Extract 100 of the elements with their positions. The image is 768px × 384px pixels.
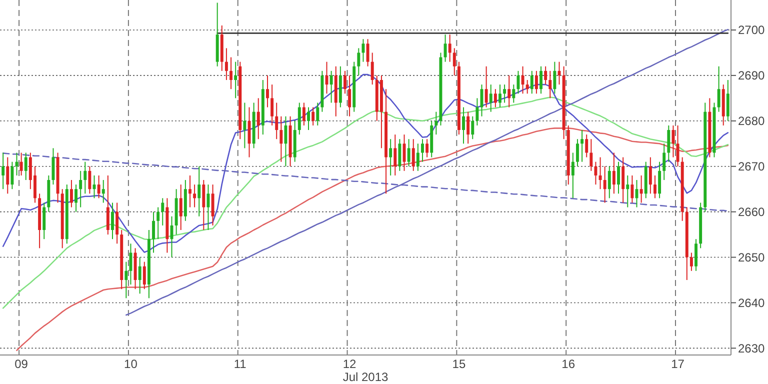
x-tick-label: 16 (562, 357, 576, 371)
candlestick (726, 80, 730, 122)
candlestick (243, 102, 246, 149)
x-tick-label: 10 (124, 357, 138, 371)
candlestick (129, 243, 132, 286)
candlestick (540, 66, 542, 94)
x-axis-title: Jul 2013 (342, 370, 389, 384)
candlestick (270, 84, 274, 126)
candlestick (516, 70, 520, 94)
candlestick (694, 238, 698, 272)
x-tick-label: 17 (671, 357, 685, 371)
y-tick-label: 2690 (738, 68, 766, 83)
x-tick-label: 09 (14, 357, 28, 371)
candlestick (298, 102, 301, 136)
candlestick (284, 116, 288, 167)
candlestick (206, 184, 210, 230)
candlestick (42, 202, 46, 240)
candlestick (116, 202, 119, 244)
candlestick (530, 70, 534, 94)
candlestick (398, 138, 402, 172)
candlestick (198, 166, 201, 217)
candlestick (434, 111, 438, 136)
y-tick-label: 2700 (738, 23, 766, 38)
candlestick (394, 134, 397, 176)
candlestick (266, 74, 269, 108)
candlestick (348, 74, 352, 117)
candlestick (598, 156, 602, 190)
candlestick (2, 152, 5, 190)
y-tick-label: 2670 (738, 160, 766, 174)
x-tick-label: 11 (234, 357, 247, 371)
candlestick (544, 66, 548, 86)
candlestick (6, 156, 10, 194)
candlestick (179, 184, 182, 230)
candlestick (662, 143, 666, 180)
line-series (2, 96, 729, 309)
candlestick (84, 161, 87, 194)
candlestick (654, 174, 656, 199)
candlestick (648, 156, 652, 194)
candlestick (138, 256, 142, 294)
candlestick (503, 84, 506, 104)
candlestick (357, 48, 360, 76)
candlestick (717, 66, 720, 112)
x-tick-label: 12 (342, 357, 357, 371)
y-tick-label: 2630 (738, 341, 766, 356)
candlestick (211, 184, 214, 226)
candlestick (202, 180, 206, 230)
candlestick (553, 61, 556, 94)
candlestick (658, 161, 662, 199)
candlestick (640, 174, 643, 204)
candlestick (484, 66, 488, 108)
candlestick (626, 174, 630, 208)
candlestick (366, 38, 370, 67)
candlestick (676, 124, 680, 167)
candlestick (462, 106, 465, 144)
candlestick (370, 52, 374, 86)
candlestick (412, 138, 415, 172)
candlestick (407, 138, 410, 167)
candlestick (10, 161, 14, 190)
candlestick (512, 84, 516, 104)
candlestick (224, 48, 228, 80)
candlestick (24, 152, 28, 180)
candlestick (690, 252, 693, 272)
candlestick (161, 198, 164, 226)
candlestick (672, 124, 675, 158)
candlestick (452, 48, 456, 76)
candlestick (156, 206, 160, 240)
candlestick (307, 106, 310, 130)
y-tick-label: 2640 (738, 296, 766, 310)
candlestick (534, 70, 538, 94)
candlestick (124, 261, 128, 299)
candlestick (526, 80, 529, 94)
candlestick (330, 70, 333, 104)
candlestick (608, 166, 611, 199)
line-series (16, 128, 729, 352)
candlestick (498, 84, 502, 108)
candlestick (603, 166, 606, 204)
candlestick (102, 180, 105, 204)
candlestick (416, 143, 420, 172)
candlestick (389, 138, 392, 176)
candlestick (476, 98, 479, 126)
y-tick-label: 2660 (738, 205, 766, 220)
y-tick-label: 2650 (738, 250, 766, 264)
candlestick (421, 138, 424, 162)
candlestick (494, 88, 497, 108)
candlestick (275, 102, 278, 140)
candlestick (106, 174, 110, 236)
candlestick (617, 161, 620, 194)
candlestick (97, 174, 100, 199)
candlestick (79, 170, 82, 208)
candlestick (471, 116, 474, 140)
candlestick (594, 161, 598, 186)
candlestick (466, 111, 470, 144)
candlestick (448, 34, 452, 62)
candlestick (230, 56, 232, 90)
candlestick (74, 184, 78, 212)
candlestick (344, 70, 346, 94)
candlestick (521, 66, 524, 94)
candlestick (426, 138, 429, 158)
x-tick-label: 15 (452, 357, 466, 371)
candlestick (444, 34, 447, 62)
